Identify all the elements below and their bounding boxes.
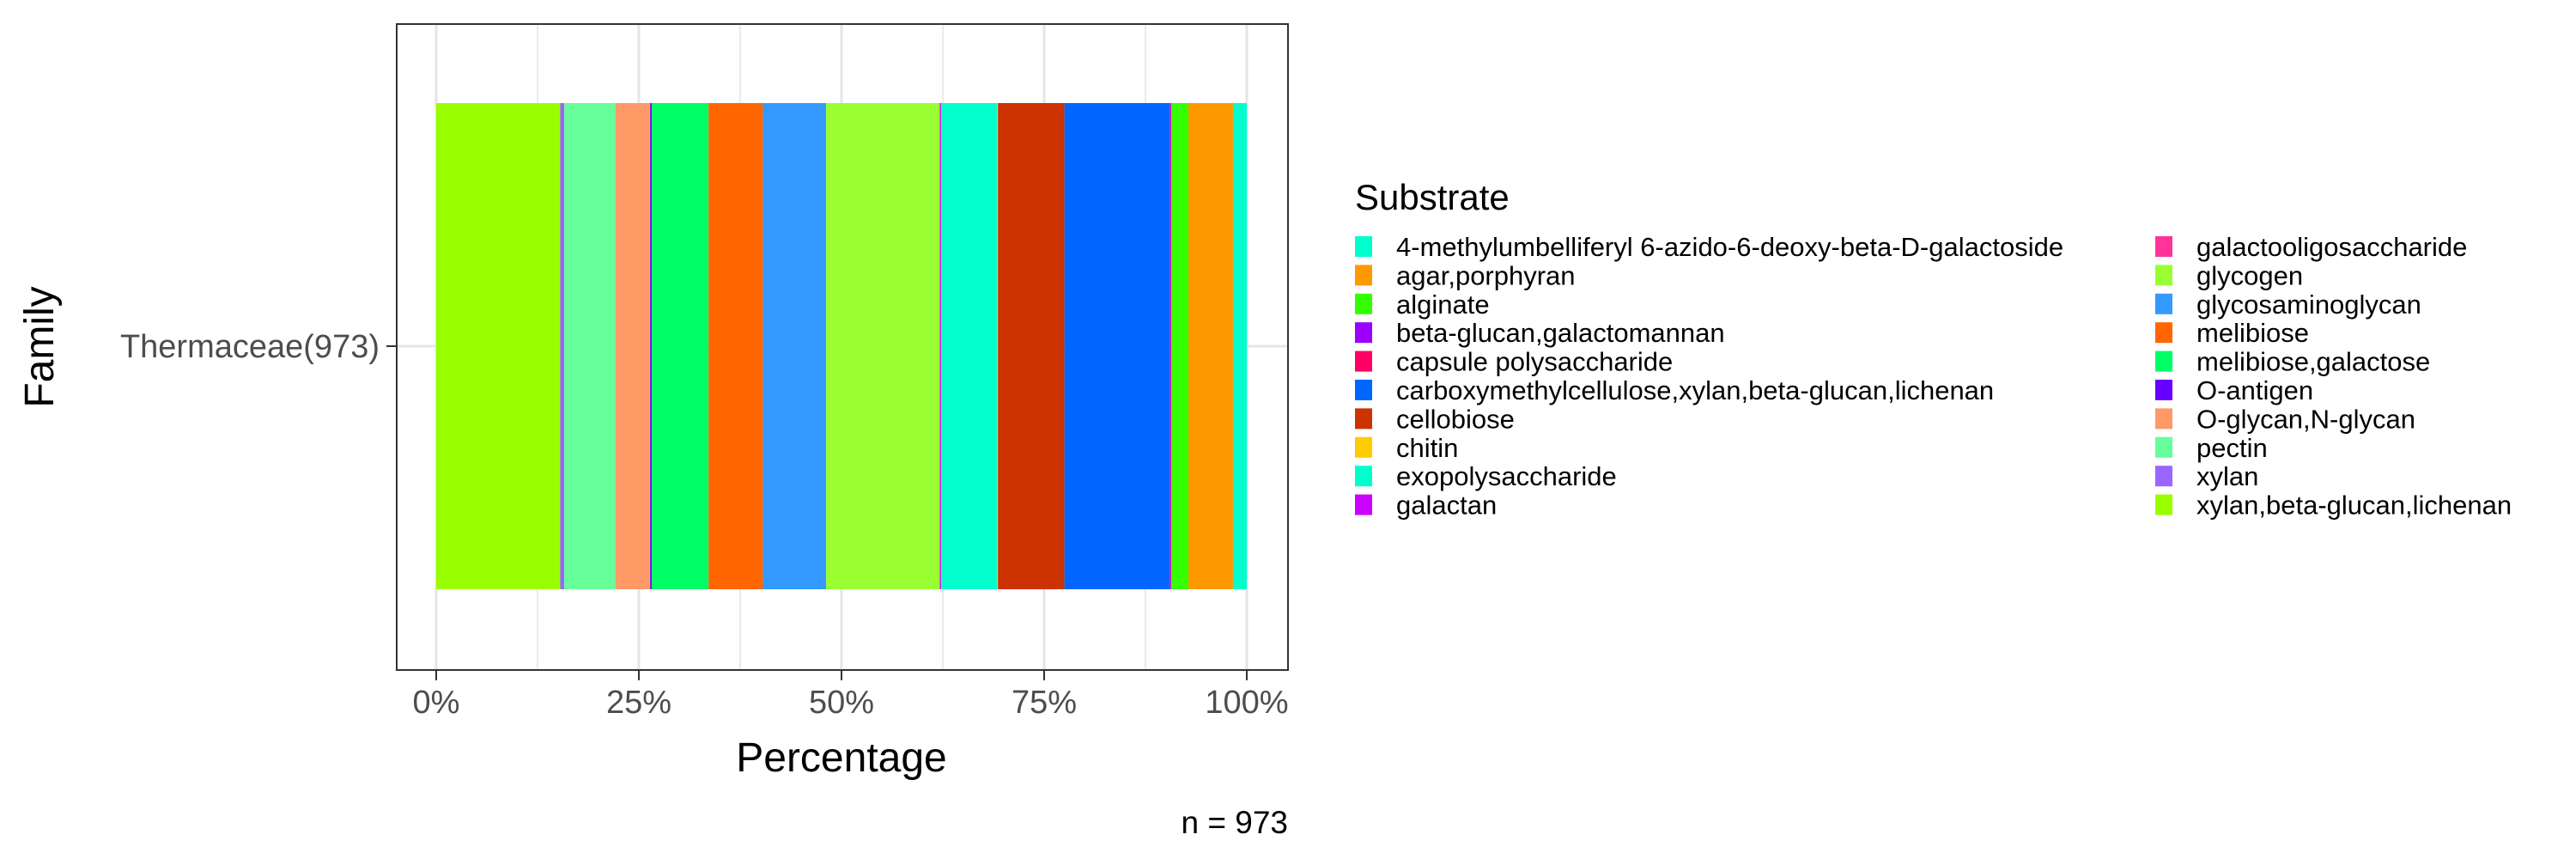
legend-key-agar-porphyran [1355,265,1372,285]
legend-label: capsule polysaccharide [1396,347,1673,377]
bar-segment-beta-glucan-galactomannan [1170,103,1171,589]
legend-key-xylan [2155,466,2172,486]
legend-key-carboxymethylcellulose-xylan-beta-glucan-lichenan [1355,380,1372,400]
bar-segment-agar-porphyran [1188,103,1233,589]
legend-key-pectin [2155,437,2172,458]
legend-label: galactan [1396,490,1497,521]
legend-label: O-glycan,N-glycan [2196,404,2415,434]
x-tick-label: 100% [1205,685,1288,721]
legend-label: galactooligosaccharide [2196,232,2467,262]
x-tick-label: 25% [606,685,671,721]
x-axis-title: Percentage [736,735,947,781]
legend-label: pectin [2196,433,2268,463]
bar-segment-carboxymethylcellulose-xylan-beta-glucan-lichenan [1065,103,1170,589]
bar-segment-cellobiose [998,103,1064,589]
legend-label: xylan,beta-glucan,lichenan [2196,490,2512,521]
legend-label: agar,porphyran [1396,260,1576,290]
bar-segment-melibiose [708,103,762,589]
x-tick-label: 0% [413,685,460,721]
y-axis-title: Family [17,286,63,407]
legend-key-melibiose [2155,322,2172,343]
legend-label: beta-glucan,galactomannan [1396,318,1725,348]
bar-segment-o-antigen [650,103,652,589]
legend-label: chitin [1396,433,1458,463]
y-tick-label: Thermaceae(973) [120,329,380,365]
legend-key-chitin [1355,437,1372,458]
legend-key-o-glycan-n-glycan [2155,408,2172,429]
legend-label: melibiose [2196,318,2309,348]
bar-segment-4-methylumbelliferyl-6-azido-6-deoxy-beta-d-galactoside [1233,103,1247,589]
bar-segment-melibiose-galactose [652,103,708,589]
legend-key-galactooligosaccharide [2155,236,2172,257]
caption-n: n = 973 [1182,805,1288,840]
legend-key-melibiose-galactose [2155,351,2172,372]
legend-label: glycosaminoglycan [2196,289,2421,320]
legend-key-glycosaminoglycan [2155,294,2172,314]
legend-label: carboxymethylcellulose,xylan,beta-glucan… [1396,375,1994,405]
legend-label: exopolysaccharide [1396,461,1617,491]
legend-label: xylan [2196,461,2258,491]
bar-segment-alginate [1171,103,1188,589]
x-tick-label: 75% [1012,685,1077,721]
bar-segment-o-glycan-n-glycan [616,103,651,589]
legend-key-capsule-polysaccharide [1355,351,1372,372]
bar-segments [436,103,1247,589]
legend-label: glycogen [2196,260,2303,290]
bar-segment-pectin [564,103,615,589]
legend-label: 4-methylumbelliferyl 6-azido-6-deoxy-bet… [1396,232,2063,262]
bar-segment-chitin [997,103,998,589]
legend-key-exopolysaccharide [1355,466,1372,486]
legend-key-beta-glucan-galactomannan [1355,322,1372,343]
legend-key-alginate [1355,294,1372,314]
legend-key-glycogen [2155,265,2172,285]
legend-key-cellobiose [1355,408,1372,429]
x-tick-label: 50% [809,685,874,721]
legend-key-o-antigen [2155,380,2172,400]
legend-label: alginate [1396,289,1490,320]
bar-segment-glycogen [826,103,939,589]
bar-segment-glycosaminoglycan [762,103,826,589]
legend-label: O-antigen [2196,375,2313,405]
legend-label: cellobiose [1396,404,1515,434]
legend-label: melibiose,galactose [2196,347,2430,377]
bar-segment-galactan [940,103,941,589]
legend-key-4-methylumbelliferyl-6-azido-6-deoxy-beta-d-galactoside [1355,236,1372,257]
bar-segment-xylan-beta-glucan-lichenan [436,103,560,589]
legend-title: Substrate [1355,177,1510,217]
legend-key-galactan [1355,495,1372,515]
legend-key-xylan-beta-glucan-lichenan [2155,495,2172,515]
bar-segment-exopolysaccharide [941,103,997,589]
bar-segment-galactooligosaccharide [939,103,940,589]
bar-segment-xylan [560,103,564,589]
legend: Substrate 4-methylumbelliferyl 6-azido-6… [1355,177,2512,521]
